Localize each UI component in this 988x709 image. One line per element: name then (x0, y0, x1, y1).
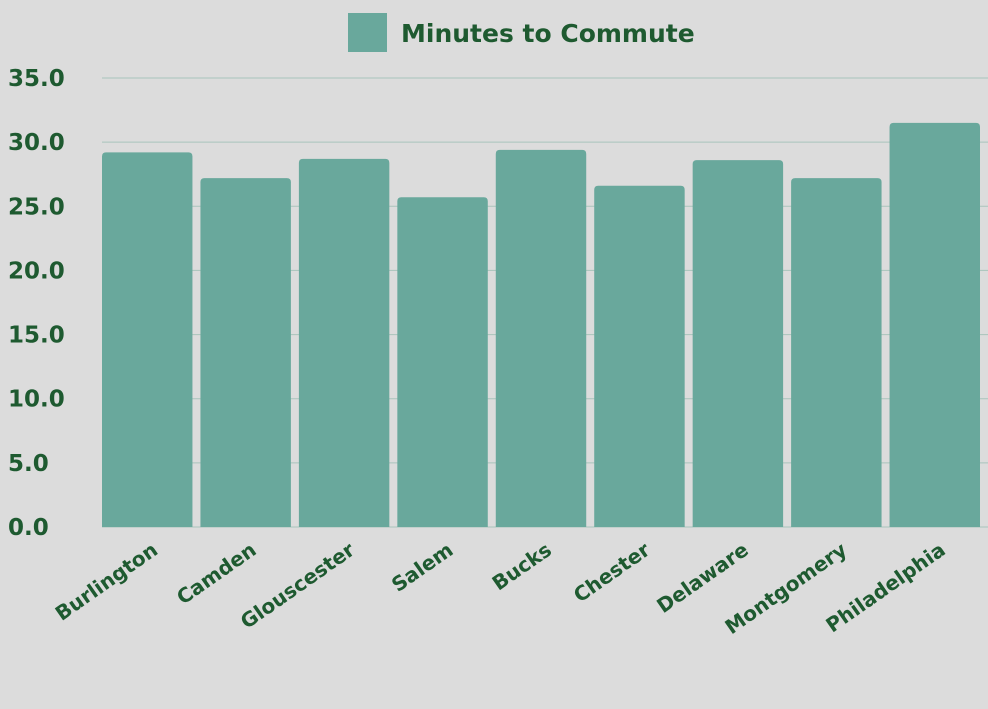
x-category-label: Camden (172, 537, 260, 609)
bar-salem (397, 197, 488, 527)
y-tick-label: 20.0 (8, 258, 65, 284)
x-category-label: Bucks (488, 537, 556, 595)
x-category-label: Chester (569, 537, 654, 607)
bar-montgomery (791, 178, 882, 527)
bar-camden (200, 178, 291, 527)
x-category-label: Delaware (652, 537, 753, 617)
legend: Minutes to Commute (348, 13, 695, 52)
y-tick-label: 10.0 (8, 387, 65, 413)
y-tick-label: 0.0 (8, 515, 49, 541)
legend-swatch (348, 13, 387, 52)
bar-glouscester (298, 158, 390, 527)
bars (102, 122, 980, 528)
bar-delaware (692, 160, 784, 528)
y-tick-label: 35.0 (8, 66, 65, 92)
y-tick-label: 25.0 (8, 194, 65, 220)
y-tick-label: 30.0 (8, 130, 65, 156)
y-tick-label: 5.0 (8, 451, 49, 477)
bar-chester (594, 185, 685, 527)
y-axis-ticks: 0.0 5.0 10.0 15.0 20.0 25.0 30.0 35.0 (8, 66, 65, 541)
y-tick-label: 15.0 (8, 323, 65, 349)
bar-burlington (102, 152, 193, 528)
bar-bucks (495, 149, 587, 527)
bar-philadelphia (889, 122, 980, 528)
x-category-label: Salem (387, 537, 457, 596)
legend-label: Minutes to Commute (401, 19, 695, 48)
x-category-label: Burlington (51, 537, 162, 625)
